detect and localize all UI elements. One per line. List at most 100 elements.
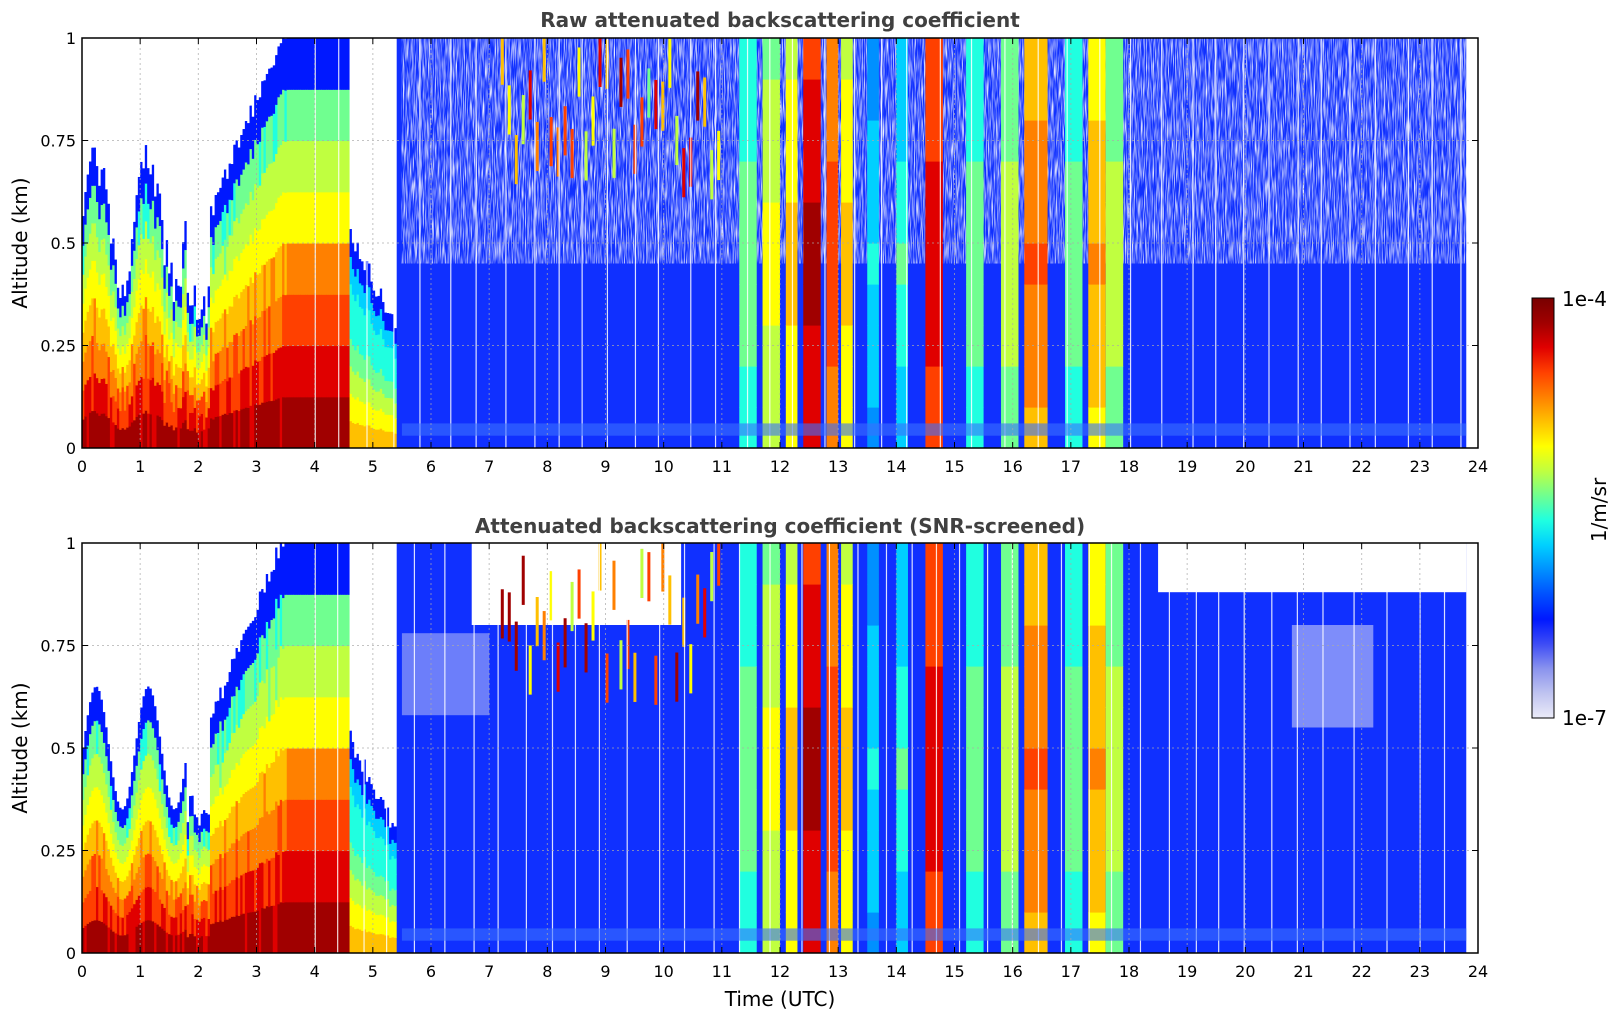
x-tick-label: 3 [251, 457, 261, 476]
cloud-column-cell [826, 284, 839, 326]
heatmap-cell [263, 310, 267, 357]
heatmap-cell [310, 140, 313, 193]
heatmap-cell [303, 850, 306, 903]
heatmap-cell [191, 933, 195, 953]
heatmap-cell [119, 316, 123, 337]
cloud-column-cell [785, 366, 798, 408]
empty-cell [107, 38, 111, 204]
heatmap-cell [391, 347, 395, 366]
heatmap-cell [170, 805, 174, 825]
heatmap-cell [370, 385, 374, 408]
heatmap-cell [128, 359, 132, 383]
heatmap-cell [363, 336, 367, 360]
heatmap-cell [219, 820, 223, 855]
heatmap-cell [268, 305, 272, 354]
heatmap-cell [356, 319, 360, 346]
heatmap-cell [279, 245, 283, 297]
x-tick-label: 4 [310, 962, 320, 981]
heatmap-cell [370, 302, 374, 324]
heatmap-cell [291, 345, 295, 398]
heatmap-cell [335, 140, 339, 193]
heatmap-cell [244, 161, 248, 204]
data-gap-line [1088, 543, 1090, 953]
heatmap-cell [95, 342, 99, 379]
heatmap-cell [319, 799, 323, 852]
heatmap-cell [189, 376, 192, 396]
heatmap-cell [128, 315, 132, 339]
heatmap-cell [270, 667, 274, 716]
heatmap-cell [361, 424, 365, 448]
y-tick-label: 1 [66, 29, 76, 48]
heatmap-cell [186, 822, 190, 840]
heatmap-cell [258, 97, 262, 142]
heatmap-cell [279, 144, 283, 196]
data-gap-line [659, 543, 661, 953]
heatmap-cell [235, 140, 239, 180]
cloud-streak [717, 130, 721, 181]
heatmap-cell [242, 328, 246, 369]
heatmap-cell [135, 926, 139, 953]
heatmap-cell [342, 799, 346, 852]
cloud-column-cell [1065, 584, 1083, 626]
heatmap-cell [344, 140, 348, 193]
heatmap-cell [258, 862, 262, 909]
data-gap-line [574, 543, 577, 953]
cloud-column-cell [1001, 161, 1019, 203]
heatmap-cell [95, 412, 99, 448]
heatmap-cell [112, 290, 116, 318]
heatmap-cell [230, 916, 234, 953]
heatmap-cell [261, 127, 265, 174]
heatmap-cell [296, 140, 299, 193]
heatmap-cell [372, 389, 376, 410]
heatmap-cell [147, 686, 151, 721]
heatmap-cell [184, 419, 188, 448]
heatmap-cell [284, 89, 288, 142]
heatmap-cell [121, 386, 125, 408]
heatmap-cell [272, 256, 276, 306]
heatmap-cell [147, 413, 151, 448]
heatmap-cell [344, 543, 348, 595]
cloud-column-cell [1024, 789, 1048, 831]
cloud-column-cell [1105, 38, 1124, 80]
heatmap-cell [240, 835, 244, 876]
heatmap-cell [305, 850, 309, 903]
heatmap-cell [144, 920, 148, 953]
cloud-column-cell [1024, 830, 1048, 872]
heatmap-cell [263, 772, 267, 819]
heatmap-cell [363, 425, 367, 448]
heatmap-cell [319, 89, 323, 142]
heatmap-cell [310, 543, 313, 595]
heatmap-cell [142, 792, 146, 826]
cloud-column-cell [1065, 707, 1083, 749]
x-tick-label: 10 [653, 457, 673, 476]
heatmap-cell [272, 665, 276, 715]
heatmap-cell [137, 312, 141, 347]
cloud-column-cell [1088, 707, 1106, 749]
heatmap-cell [384, 808, 388, 828]
heatmap-cell [175, 426, 178, 448]
heatmap-cell [300, 799, 304, 852]
heatmap-cell [354, 398, 358, 425]
heatmap-cell [123, 806, 127, 826]
cloud-column-cell [803, 202, 821, 244]
heatmap-cell [277, 46, 281, 98]
heatmap-cell [230, 659, 234, 697]
heatmap-cell [235, 724, 239, 764]
heatmap-cell [170, 285, 174, 310]
heatmap-cell [98, 382, 102, 416]
heatmap-cell [275, 251, 279, 302]
cloud-column-cell [966, 202, 984, 244]
heatmap-cell [214, 764, 218, 797]
heatmap-cell [202, 296, 206, 316]
empty-cell [249, 38, 253, 106]
heatmap-cell [121, 346, 125, 368]
heatmap-cell [323, 243, 327, 295]
empty-cell [172, 543, 176, 810]
heatmap-cell [291, 89, 295, 142]
empty-cell [219, 38, 223, 188]
heatmap-cell [340, 850, 344, 903]
heatmap-cell [163, 793, 167, 817]
cloud-column-cell [785, 79, 798, 121]
heatmap-cell [226, 414, 230, 448]
heatmap-cell [393, 403, 397, 419]
